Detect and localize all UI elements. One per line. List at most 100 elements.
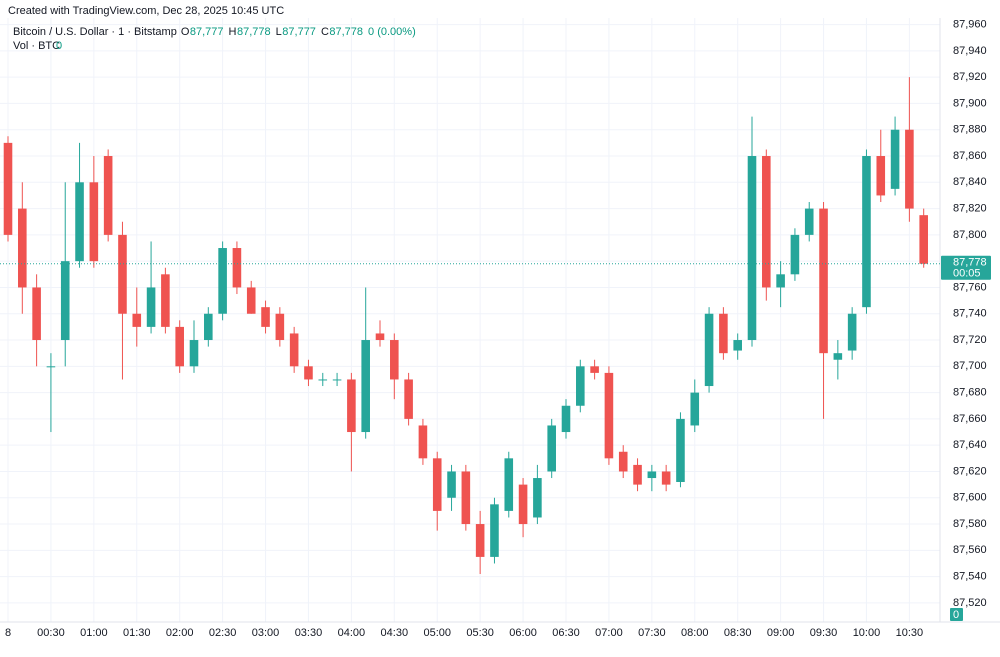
y-tick-label: 87,580 [953,518,987,530]
legend-o-label: O [181,26,190,38]
candle-body [261,307,270,327]
credit: Created with TradingView.com, Dec 28, 20… [8,5,284,17]
candle-body [762,156,771,288]
candle-body [75,182,84,262]
candle-body [432,458,442,511]
x-tick-label: 01:30 [123,627,151,639]
candle-body [804,208,814,235]
x-tick-label: 04:30 [381,627,409,639]
x-tick-label: 07:30 [638,627,666,639]
y-tick-label: 87,760 [953,281,987,293]
candle-body [833,353,843,360]
candle-body [60,261,70,341]
candle-body [518,484,528,525]
y-tick-label: 87,820 [953,202,987,214]
candle-body [161,274,170,327]
legend-change: 0 (0.00%) [368,26,416,38]
x-tick-label: 03:00 [252,627,280,639]
candle-body [690,392,700,426]
plot [0,77,940,574]
x-tick-label: 09:30 [810,627,838,639]
y-tick-label: 87,720 [953,334,987,346]
x-tick-label: 01:00 [80,627,108,639]
candle-body [504,458,514,511]
candle-body [676,418,685,482]
x-tick-label: 10:30 [896,627,924,639]
x-tick-label: 04:00 [338,627,366,639]
y-tick-label: 87,920 [953,71,987,83]
y-tick-label: 87,960 [953,18,987,30]
legend-l-label: L [276,26,282,38]
candle-body [318,379,328,381]
axes: 87,520 87,540 87,560 87,580 87,600 87,620 87,6… [5,18,991,639]
candle-body [132,313,142,327]
candle-body [361,340,370,433]
candle-body [547,425,556,472]
candle-body [461,471,471,525]
x-tick-label: 03:30 [295,627,323,639]
y-tick-label: 87,860 [953,150,987,162]
candle-body [146,287,156,327]
candle-body [347,379,356,433]
x-tick-label: 09:00 [767,627,795,639]
candle-body [204,313,213,341]
candle-body [862,156,871,308]
candle-body [790,234,800,275]
y-tick-label: 87,620 [953,465,987,477]
y-tick-label: 87,640 [953,439,987,451]
candle-body [576,366,585,406]
candle-body [876,156,886,196]
candle-body [490,504,499,557]
y-tick-label: 87,880 [953,124,987,136]
candle-body [647,471,657,479]
legend-high: 87,778 [237,26,271,38]
x-tick-label: 06:30 [552,627,580,639]
y-tick-label: 87,840 [953,176,987,188]
y-tick-label: 87,940 [953,45,987,57]
volume-title: Vol · BTC [13,40,60,52]
legend-c-label: C [321,26,329,38]
candle-body [175,326,184,367]
countdown: 00:05 [953,268,981,280]
candle-body [604,372,614,459]
x-tick-label: 00:30 [37,627,65,639]
candle-body [590,366,599,373]
x-tick-label: 07:00 [595,627,623,639]
y-tick-label: 87,540 [953,571,987,583]
y-tick-label: 87,680 [953,387,987,399]
y-tick-label: 87,660 [953,413,987,425]
candle-body [561,405,571,433]
candle-body [232,248,242,288]
candle-body [533,478,542,518]
volume-value: 0 [56,40,62,52]
y-tick-label: 87,700 [953,360,987,372]
candle-body [704,313,714,387]
x-tick-label: 08:00 [681,627,709,639]
candle-body [304,366,313,380]
x-tick-label: 05:00 [423,627,451,639]
y-tick-label: 87,520 [953,597,987,609]
x-tick-label: 05:30 [466,627,494,639]
candle-body [847,313,857,351]
candle-body [776,274,785,288]
candle-body [18,208,27,288]
candle-body [618,451,628,472]
candle-body [332,379,342,381]
candle-body [118,234,127,314]
x-tick-label: 02:30 [209,627,237,639]
candle-body [289,333,299,367]
volume-badge-label: 0 [953,609,959,621]
candle-body [890,129,900,189]
candle-body [32,287,41,341]
candle-body [819,208,828,354]
candle-body [661,471,671,485]
candle-body [103,156,113,235]
x-tick-label: 08:30 [724,627,752,639]
x-tick-label: 06:00 [509,627,537,639]
volume-badge [950,608,963,621]
candle-body [218,248,227,314]
candle-body [747,156,757,341]
